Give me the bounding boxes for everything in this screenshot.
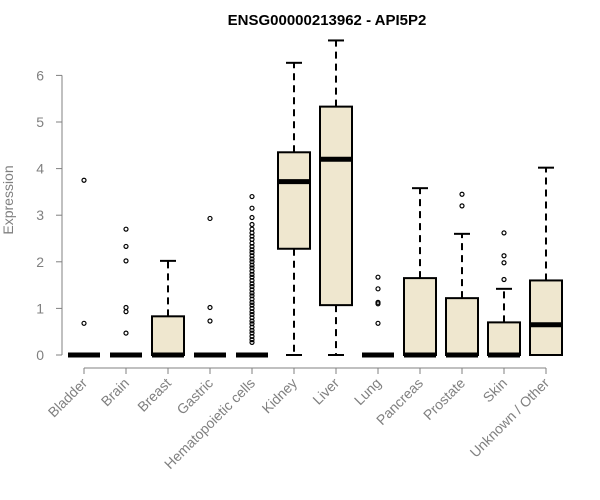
outlier-point bbox=[207, 318, 213, 324]
outlier-point bbox=[249, 287, 255, 293]
outlier-point bbox=[249, 214, 255, 221]
outlier-point bbox=[501, 276, 507, 283]
outlier-point bbox=[249, 302, 255, 308]
y-tick-label: 3 bbox=[36, 207, 44, 223]
outlier-point bbox=[249, 315, 255, 321]
box-iqr bbox=[529, 279, 563, 356]
outlier-point bbox=[501, 230, 507, 236]
y-tick-label: 6 bbox=[36, 67, 44, 83]
outlier-point bbox=[249, 233, 255, 239]
outlier-point bbox=[249, 327, 255, 333]
outlier-point bbox=[249, 330, 255, 336]
outlier-point bbox=[249, 243, 255, 250]
outlier-point bbox=[375, 286, 381, 292]
outlier-point bbox=[249, 249, 255, 256]
outlier-point bbox=[249, 271, 255, 277]
outlier-point bbox=[249, 333, 255, 339]
outlier-point bbox=[123, 309, 129, 315]
outlier-point bbox=[375, 320, 381, 326]
outlier-point bbox=[249, 324, 255, 330]
outlier-point bbox=[249, 305, 255, 311]
outlier-point bbox=[249, 247, 255, 253]
y-tick-label: 0 bbox=[36, 347, 44, 363]
x-tick-label: Pancreas bbox=[373, 375, 426, 428]
outlier-point bbox=[249, 262, 255, 268]
outlier-point bbox=[207, 215, 213, 222]
x-tick-label: Breast bbox=[134, 375, 174, 415]
outlier-point bbox=[501, 260, 507, 266]
outlier-point bbox=[249, 259, 255, 265]
box-iqr bbox=[445, 297, 479, 357]
outlier-point bbox=[123, 304, 129, 311]
outlier-point bbox=[81, 177, 87, 183]
outlier-point bbox=[249, 221, 255, 228]
outlier-point bbox=[375, 274, 381, 280]
outlier-point bbox=[249, 309, 255, 315]
box-iqr bbox=[277, 151, 311, 250]
y-tick-label: 1 bbox=[36, 300, 44, 316]
outlier-point bbox=[249, 193, 255, 200]
outlier-point bbox=[249, 299, 255, 305]
outlier-point bbox=[249, 318, 255, 324]
y-tick-label: 5 bbox=[36, 114, 44, 130]
outlier-point bbox=[249, 293, 255, 299]
outlier-point bbox=[207, 304, 213, 311]
outlier-point bbox=[459, 203, 465, 209]
outlier-point bbox=[249, 296, 255, 302]
outlier-point bbox=[249, 281, 255, 287]
x-tick-label: Lung bbox=[351, 375, 384, 408]
outlier-point bbox=[375, 301, 381, 307]
outlier-point bbox=[249, 274, 255, 280]
x-tick-label: Brain bbox=[98, 375, 132, 409]
x-tick-label: Prostate bbox=[420, 375, 468, 423]
x-tick-label: Kidney bbox=[259, 375, 301, 417]
outlier-point bbox=[249, 321, 255, 327]
outlier-point bbox=[249, 230, 255, 236]
outlier-point bbox=[249, 265, 255, 271]
box-iqr bbox=[151, 315, 185, 356]
outlier-point bbox=[123, 258, 129, 264]
outlier-point bbox=[81, 320, 87, 326]
outlier-point bbox=[123, 330, 129, 336]
outlier-point bbox=[249, 277, 255, 284]
outlier-point bbox=[249, 205, 255, 211]
outlier-point bbox=[249, 337, 255, 343]
outlier-point bbox=[249, 256, 255, 262]
x-tick-label: Liver bbox=[309, 375, 342, 408]
y-axis-label: Expression bbox=[0, 165, 16, 234]
y-tick-label: 4 bbox=[36, 161, 44, 177]
box-iqr bbox=[319, 105, 353, 307]
outlier-point bbox=[249, 339, 255, 346]
outlier-point bbox=[249, 253, 255, 259]
x-tick-label: Skin bbox=[480, 375, 511, 406]
outlier-point bbox=[459, 191, 465, 197]
outlier-point bbox=[123, 226, 129, 232]
x-tick-label: Bladder bbox=[45, 375, 91, 421]
outlier-point bbox=[249, 240, 255, 246]
outlier-point bbox=[249, 283, 255, 290]
x-tick-label: Unknown / Other bbox=[467, 375, 553, 461]
y-tick-label: 2 bbox=[36, 254, 44, 270]
outlier-point bbox=[123, 243, 129, 250]
box-iqr bbox=[487, 321, 521, 357]
box-iqr bbox=[403, 277, 437, 356]
outlier-point bbox=[249, 311, 255, 318]
outlier-point bbox=[249, 268, 255, 274]
outlier-point bbox=[249, 290, 255, 296]
outlier-point bbox=[501, 253, 507, 259]
chart-title: ENSG00000213962 - API5P2 bbox=[228, 12, 427, 29]
